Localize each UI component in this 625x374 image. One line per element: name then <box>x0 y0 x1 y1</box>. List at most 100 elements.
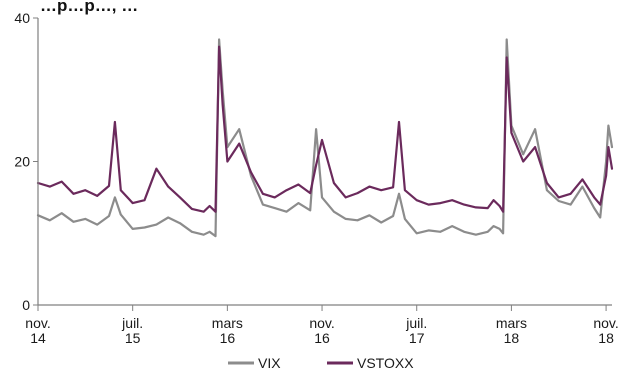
data-point <box>143 199 146 202</box>
data-point <box>60 180 63 183</box>
x-tick-label-month: nov. <box>25 315 50 331</box>
data-point <box>581 185 584 188</box>
data-point <box>262 192 264 195</box>
data-point <box>498 205 501 207</box>
data-point <box>611 146 613 149</box>
data-point <box>486 207 489 210</box>
data-point <box>475 233 477 236</box>
data-point <box>611 167 613 170</box>
data-point <box>108 185 110 187</box>
data-point <box>333 182 335 184</box>
data-point <box>599 203 602 206</box>
data-point <box>315 128 317 131</box>
data-point <box>285 189 288 192</box>
data-point <box>581 178 584 181</box>
x-tick-label-year: 18 <box>504 330 520 346</box>
legend-label-vstoxx: VSTOXX <box>357 355 414 369</box>
data-point <box>505 38 508 41</box>
x-tick-label-month: mars <box>496 315 527 331</box>
data-point <box>522 160 525 163</box>
data-point <box>218 38 221 41</box>
x-tick-label-year: 17 <box>409 330 425 346</box>
data-point <box>309 192 312 195</box>
series-vix <box>36 38 614 238</box>
data-point <box>218 45 221 48</box>
data-point <box>155 223 158 226</box>
data-point <box>502 210 504 213</box>
data-point <box>155 167 158 170</box>
data-point <box>546 182 548 184</box>
data-point <box>392 186 394 189</box>
data-point <box>546 189 548 192</box>
data-point <box>356 192 359 195</box>
data-point <box>356 219 359 222</box>
y-axis-ticks: 0 20 40 <box>14 10 38 313</box>
data-point <box>593 207 596 210</box>
data-point <box>96 195 99 197</box>
data-point <box>221 103 224 105</box>
series-line <box>36 45 614 213</box>
data-point <box>119 213 122 216</box>
y-tick-label: 0 <box>22 297 30 313</box>
data-point <box>398 121 400 123</box>
data-point <box>191 208 193 210</box>
data-point <box>208 230 211 233</box>
data-point <box>114 121 116 123</box>
data-point <box>607 146 610 149</box>
data-point <box>486 230 489 233</box>
data-point <box>475 206 477 209</box>
data-point <box>119 189 122 192</box>
data-point <box>557 196 560 199</box>
x-tick-label-year: 18 <box>598 330 614 346</box>
axes <box>37 18 612 306</box>
y-tick-label: 20 <box>14 154 30 170</box>
data-point <box>415 199 418 202</box>
data-point <box>309 209 312 212</box>
data-point <box>48 219 51 222</box>
data-point <box>427 229 430 232</box>
data-point <box>427 203 430 206</box>
data-point <box>60 212 63 215</box>
data-point <box>226 160 229 163</box>
legend-label-vix: VIX <box>258 355 281 369</box>
data-point <box>398 192 400 195</box>
data-point <box>380 221 383 224</box>
data-point <box>333 210 335 213</box>
x-tick-label-month: juil. <box>121 315 143 331</box>
data-point <box>368 185 371 188</box>
data-point <box>297 202 300 205</box>
data-point <box>534 128 536 131</box>
x-tick-label-month: juil. <box>405 315 427 331</box>
data-point <box>202 233 205 236</box>
data-point <box>84 218 87 220</box>
data-point <box>607 124 610 127</box>
data-point <box>72 220 75 223</box>
x-tick-label-year: 15 <box>125 330 141 346</box>
data-point <box>297 183 300 186</box>
data-point <box>167 185 170 188</box>
x-axis-ticks: nov.14juil.15mars16nov.16juil.17mars18no… <box>25 305 619 346</box>
data-point <box>463 203 465 206</box>
data-point <box>605 174 607 177</box>
data-point <box>131 228 134 230</box>
data-point <box>96 223 99 226</box>
data-point <box>502 232 504 235</box>
series-vstoxx <box>36 45 614 213</box>
data-point <box>108 215 110 217</box>
data-point <box>534 146 536 149</box>
data-point <box>599 216 602 219</box>
data-point <box>48 185 51 188</box>
data-point <box>368 214 371 217</box>
data-point <box>285 210 288 213</box>
data-point <box>569 192 572 195</box>
x-tick-label-month: nov. <box>309 315 334 331</box>
data-point <box>451 225 454 228</box>
x-tick-label-year: 16 <box>314 330 330 346</box>
data-point <box>131 202 134 205</box>
data-point <box>569 203 572 206</box>
data-point <box>505 56 508 59</box>
data-point <box>114 196 116 199</box>
data-point <box>492 225 495 228</box>
